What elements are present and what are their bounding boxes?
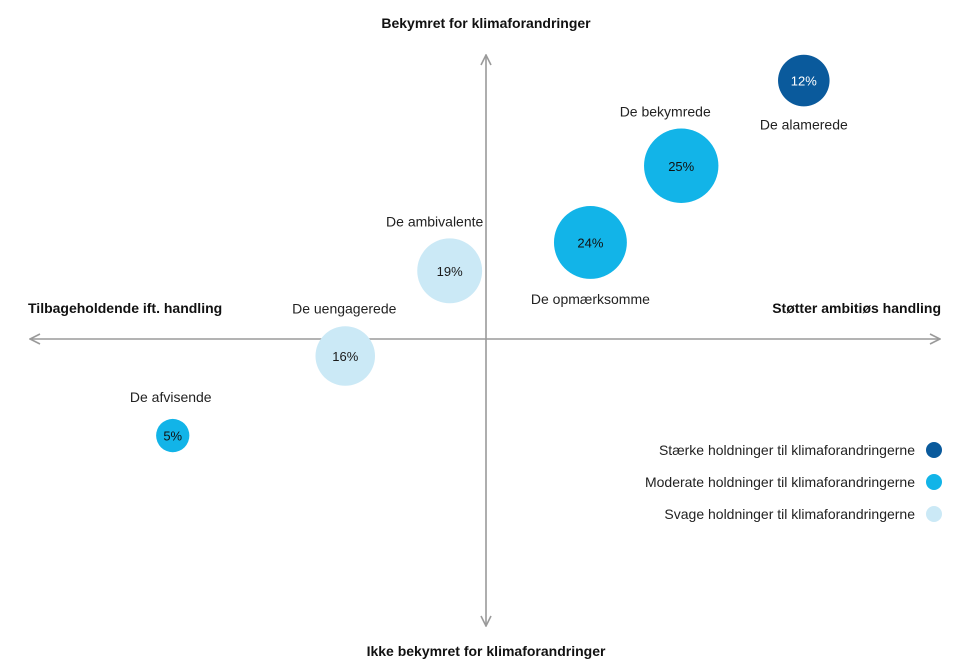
segment-label-de-bekymrede: De bekymrede [620, 104, 711, 120]
y-axis-top-label: Bekymret for klimaforandringer [381, 15, 591, 31]
bubble-de-opmaerksomme [553, 205, 627, 279]
segment-label-de-uengagerede: De uengagerede [292, 300, 397, 316]
bubble-de-bekymrede [644, 128, 719, 203]
bubble-de-afvisende [156, 418, 190, 453]
y-axis-bottom-label: Ikke bekymret for klimaforandringer [367, 643, 606, 659]
segment-label-de-opmaerksomme: De opmærksomme [531, 291, 650, 307]
legend: Stærke holdninger til klimaforandringern… [645, 442, 942, 522]
legend-swatch-strong [926, 442, 942, 458]
legend-label-weak: Svage holdninger til klimaforandringerne [664, 506, 915, 522]
bubble-value-de-alamerede: 12% [791, 74, 817, 89]
legend-label-strong: Stærke holdninger til klimaforandringern… [659, 442, 915, 458]
segment-label-de-alamerede: De alamerede [760, 116, 848, 132]
bubble-de-ambivalente [417, 238, 483, 304]
bubble-value-de-ambivalente: 19% [437, 264, 463, 279]
bubble-value-de-afvisende: 5% [163, 429, 182, 444]
legend-swatch-weak [926, 506, 942, 522]
bubble-de-alamerede [778, 54, 830, 107]
bubble-de-uengagerede [315, 326, 376, 386]
legend-label-moderate: Moderate holdninger til klimaforandringe… [645, 474, 915, 490]
x-axis-left-label: Tilbageholdende ift. handling [28, 300, 222, 316]
bubbles-group: 12% De alamerede 25% De bekymrede 24% De opmæ… [130, 54, 848, 453]
legend-swatch-moderate [926, 474, 942, 490]
bubble-value-de-opmaerksomme: 24% [577, 235, 603, 250]
bubble-value-de-uengagerede: 16% [332, 349, 358, 364]
x-axis-right-label: Støtter ambitiøs handling [772, 300, 941, 316]
segment-label-de-ambivalente: De ambivalente [386, 213, 483, 229]
segment-label-de-afvisende: De afvisende [130, 389, 212, 405]
bubble-value-de-bekymrede: 25% [668, 159, 694, 174]
